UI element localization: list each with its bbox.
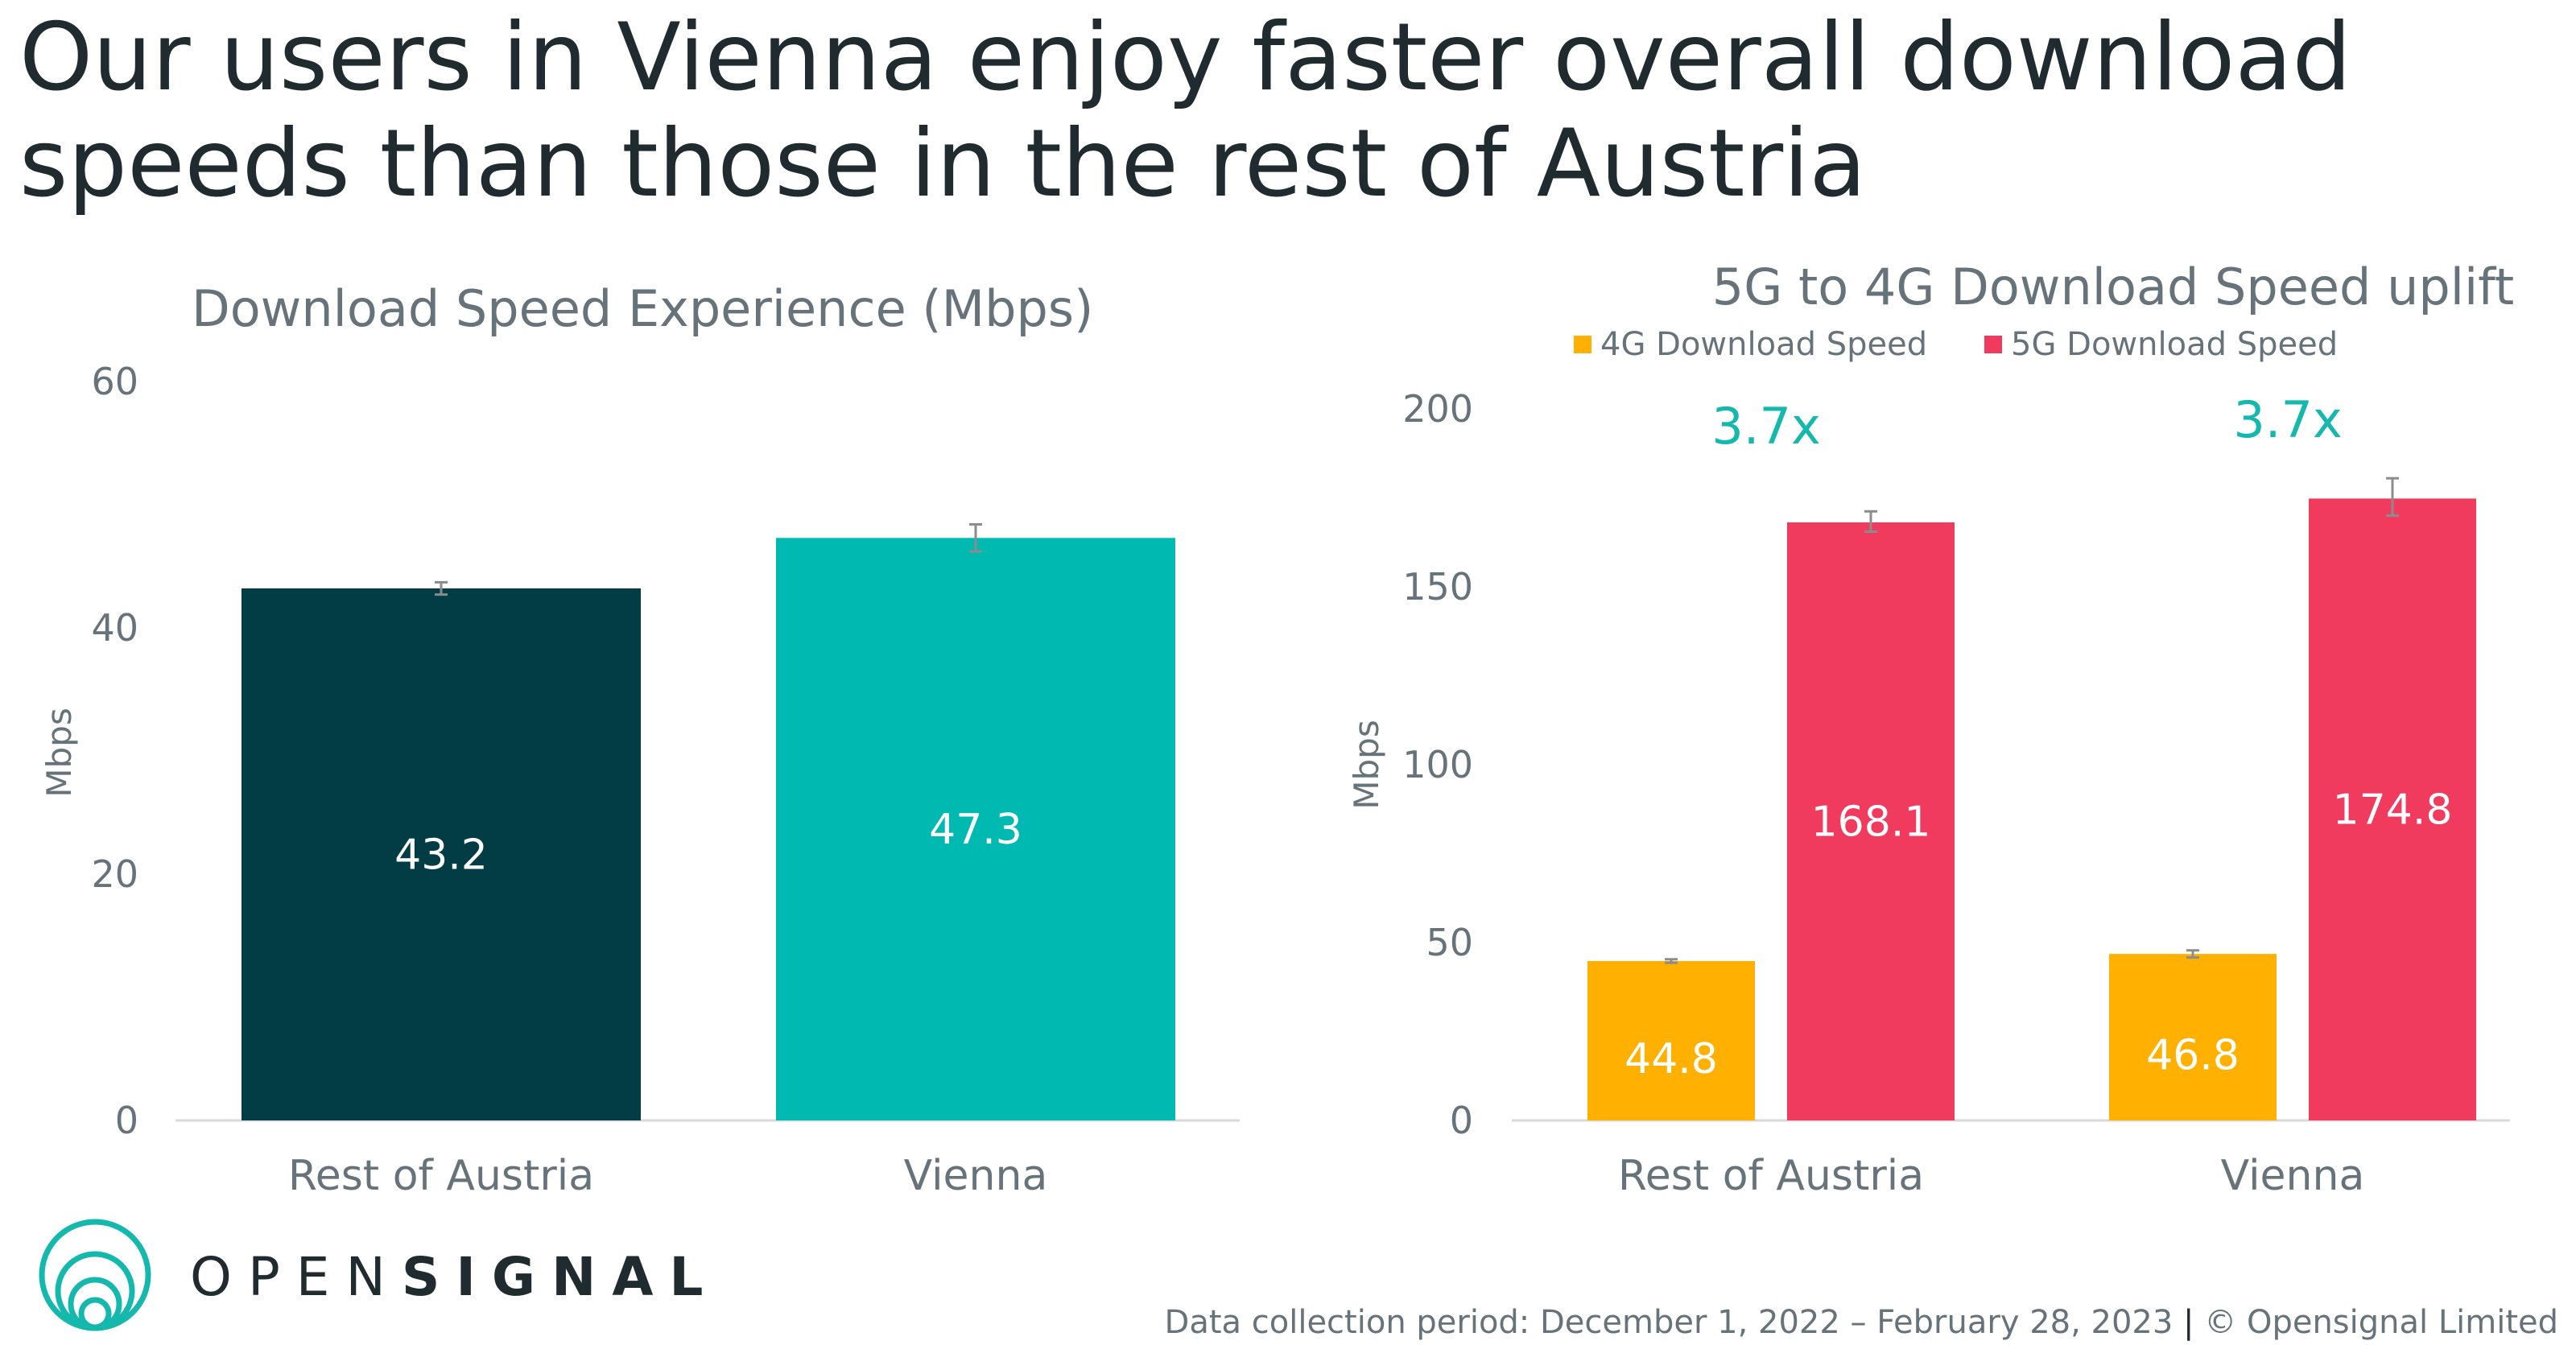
chart1-bar-1 <box>776 538 1175 1120</box>
chart2-y-tick-0: 0 <box>1450 1099 1473 1142</box>
chart1-y-tick-2: 40 <box>91 606 138 650</box>
chart2-title: 5G to 4G Download Speed uplift <box>1712 258 2514 316</box>
chart2-uplift-label-0: 3.7x <box>1711 397 1820 456</box>
chart1-y-axis-label: Mbps <box>39 708 79 797</box>
chart2-bar-1-1 <box>2309 498 2476 1120</box>
chart1-category-labels: Rest of Austria Vienna <box>288 1152 1047 1200</box>
chart2-error-bar-1-1 <box>2386 477 2399 518</box>
chart2-category-label-1: Vienna <box>2221 1152 2365 1200</box>
footer-period: Data collection period: December 1, 2022… <box>1164 1304 2174 1341</box>
chart2-data-labels: 44.8 168.1 46.8 174.8 <box>1624 786 2452 1083</box>
chart2-y-tick-4: 200 <box>1402 387 1473 431</box>
legend-swatch-4g <box>1574 336 1591 353</box>
legend-label-4g: 4G Download Speed <box>1600 326 1927 363</box>
chart2-y-axis-label: Mbps <box>1347 720 1386 809</box>
chart1-y-tick-0: 0 <box>115 1099 138 1142</box>
wordmark-light: OPEN <box>190 1246 402 1308</box>
chart2-error-bar-1-0 <box>2186 949 2199 959</box>
wordmark-bold: SIGNAL <box>401 1246 720 1308</box>
chart2-y-tick-3: 150 <box>1402 565 1473 609</box>
chart1-bar-0 <box>242 588 641 1120</box>
chart1-data-labels: 43.2 47.3 <box>394 806 1022 879</box>
footer: Data collection period: December 1, 2022… <box>1165 1304 2558 1341</box>
chart2-data-label-0-1: 168.1 <box>1811 798 1931 846</box>
chart2-error-bar-0-0 <box>1665 958 1678 964</box>
chart2-uplift-label-1: 3.7x <box>2233 390 2342 449</box>
chart1-y-ticks: 0 20 40 60 <box>91 360 138 1142</box>
chart2-bar-0-1 <box>1787 522 1955 1120</box>
chart1-error-bar-1 <box>969 522 982 553</box>
chart2-y-ticks: 0 50 100 150 200 <box>1402 387 1473 1142</box>
chart1-data-label-0: 43.2 <box>394 831 488 880</box>
chart1-category-label-0: Rest of Austria <box>288 1152 594 1200</box>
opensignal-logo-icon <box>39 1219 151 1331</box>
opensignal-wordmark: OPENSIGNAL <box>190 1246 719 1308</box>
legend-label-5g: 5G Download Speed <box>2011 326 2338 363</box>
chart2-data-label-0-0: 44.8 <box>1624 1035 1718 1083</box>
chart1-bars <box>242 522 1175 1120</box>
chart1-data-label-1: 47.3 <box>929 806 1022 854</box>
chart2-category-labels: Rest of Austria Vienna <box>1618 1152 2364 1200</box>
charts-canvas: Download Speed Experience (Mbps) Mbps 0 2… <box>39 258 2514 1200</box>
chart2-legend: 4G Download Speed 5G Download Speed <box>1574 326 2338 363</box>
chart2-bar-1-0 <box>2109 954 2277 1120</box>
chart1-y-tick-1: 20 <box>91 852 138 896</box>
chart1-category-label-1: Vienna <box>904 1152 1048 1200</box>
chart-5g-4g-uplift: 5G to 4G Download Speed uplift 4G Downlo… <box>1347 258 2514 1200</box>
chart2-error-bar-0-1 <box>1864 510 1877 533</box>
chart-download-speed-experience: Download Speed Experience (Mbps) Mbps 0 2… <box>39 279 1240 1200</box>
headline: Our users in Vienna enjoy faster overall… <box>19 3 2352 218</box>
footer-separator: | <box>2183 1304 2194 1341</box>
chart2-y-tick-2: 100 <box>1402 743 1473 786</box>
chart2-category-label-0: Rest of Austria <box>1618 1152 1924 1200</box>
chart1-error-bar-0 <box>435 580 448 596</box>
chart2-uplift-annotations: 3.7x 3.7x <box>1711 390 2342 456</box>
chart1-title: Download Speed Experience (Mbps) <box>192 279 1093 338</box>
chart2-bar-0-0 <box>1587 960 1755 1120</box>
chart2-data-label-1-0: 46.8 <box>2146 1032 2240 1080</box>
footer-copyright: © Opensignal Limited <box>2204 1304 2558 1341</box>
chart2-data-label-1-1: 174.8 <box>2333 786 2453 835</box>
chart2-y-tick-1: 50 <box>1426 921 1473 964</box>
chart2-bars <box>1587 477 2476 1120</box>
chart1-y-tick-3: 60 <box>91 360 138 403</box>
legend-swatch-5g <box>1984 336 2002 353</box>
